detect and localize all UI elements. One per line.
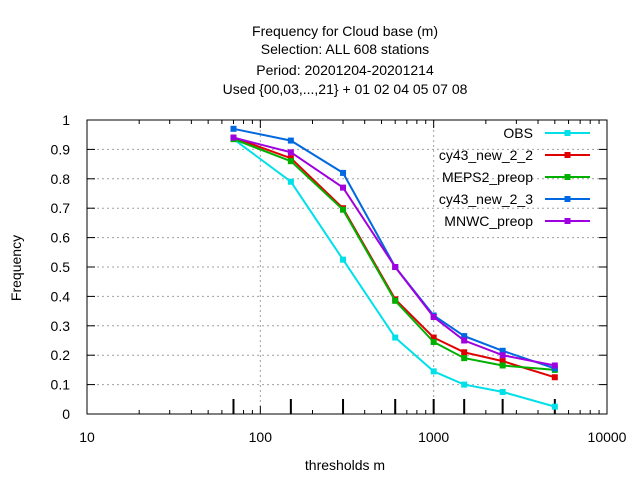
data-point xyxy=(499,358,506,365)
legend-marker xyxy=(564,218,571,224)
title-line-4: Used {00,03,...,21} + 01 02 04 05 07 08 xyxy=(223,81,468,97)
data-point xyxy=(230,134,237,141)
data-point xyxy=(461,381,468,388)
data-point xyxy=(392,334,399,341)
data-point xyxy=(499,362,506,369)
axis-tick-labels: 0 0.1 0.2 0.3 0.4 0.5 0.6 0.7 0.8 0.9 1 10 100 1000 10… xyxy=(51,112,627,445)
data-point xyxy=(499,347,506,354)
data-point xyxy=(287,137,294,144)
legend-entry-mnwc-preop: MNWC_preop xyxy=(444,213,590,229)
series-line xyxy=(233,136,556,379)
data-point xyxy=(551,362,558,369)
data-point xyxy=(287,178,294,185)
data-point xyxy=(461,355,468,362)
legend-label: cy43_new_2_2 xyxy=(439,147,533,163)
legend-entry-meps2-preop: MEPS2_preop xyxy=(442,169,590,185)
data-point xyxy=(340,206,347,213)
data-point xyxy=(287,149,294,156)
data-point xyxy=(287,158,294,165)
series-line xyxy=(232,138,556,408)
title-line-3: Period: 20201204-20201214 xyxy=(256,62,434,78)
series-layer xyxy=(230,125,558,410)
legend-label: MEPS2_preop xyxy=(442,169,533,185)
data-point xyxy=(430,334,437,341)
y-tick-label: 1 xyxy=(62,112,70,128)
legend-entry-cy43-new-2-3: cy43_new_2_3 xyxy=(439,191,590,207)
y-tick-label: 0.9 xyxy=(51,141,71,157)
y-tick-label: 0.7 xyxy=(51,200,71,216)
data-point xyxy=(392,297,399,304)
legend-entry-cy43-new-2-2: cy43_new_2_2 xyxy=(439,147,590,163)
legend-label: MNWC_preop xyxy=(444,213,533,229)
data-point xyxy=(430,338,437,345)
threshold-markers xyxy=(232,399,556,414)
chart-title: Frequency for Cloud base (m) Selection: … xyxy=(223,23,468,97)
series-line xyxy=(233,138,555,371)
y-tick-label: 0.1 xyxy=(51,377,71,393)
legend-label: cy43_new_2_3 xyxy=(439,191,533,207)
data-point xyxy=(499,352,506,359)
y-tick-label: 0.8 xyxy=(51,171,71,187)
y-tick-label: 0 xyxy=(62,406,70,422)
axis-ticks xyxy=(86,119,608,415)
x-axis-label: thresholds m xyxy=(305,457,385,473)
x-tick-label: 1000 xyxy=(418,429,449,445)
legend-marker xyxy=(564,174,571,180)
x-tick-label: 100 xyxy=(249,429,273,445)
x-tick-label: 10000 xyxy=(588,429,627,445)
y-tick-label: 0.5 xyxy=(51,259,71,275)
legend-marker xyxy=(564,152,571,158)
y-tick-label: 0.4 xyxy=(51,288,71,304)
series-mnwc-preop xyxy=(230,134,558,369)
y-axis-label: Frequency xyxy=(8,235,24,301)
data-point xyxy=(340,184,347,191)
data-point xyxy=(340,169,347,176)
data-point xyxy=(551,374,558,381)
y-tick-label: 0.2 xyxy=(51,347,71,363)
data-point xyxy=(230,125,237,132)
legend-entry-obs: OBS xyxy=(503,125,590,141)
data-point xyxy=(499,388,506,395)
series-line xyxy=(233,136,555,367)
legend: OBS cy43_new_2_2 MEPS2_preop cy43_new_2_3 MN… xyxy=(439,125,590,229)
data-point xyxy=(392,264,399,270)
data-point xyxy=(461,333,468,340)
data-point xyxy=(551,403,558,410)
y-tick-label: 0.6 xyxy=(51,230,71,246)
title-line-2: Selection: ALL 608 stations xyxy=(261,41,429,57)
data-point xyxy=(461,337,468,344)
y-tick-label: 0.3 xyxy=(51,318,71,334)
data-point xyxy=(461,349,468,356)
title-line-1: Frequency for Cloud base (m) xyxy=(252,23,438,39)
data-point xyxy=(430,313,437,320)
series-line xyxy=(233,127,556,370)
data-point xyxy=(340,256,347,263)
legend-marker xyxy=(564,196,571,202)
legend-label: OBS xyxy=(503,125,533,141)
x-tick-label: 10 xyxy=(79,429,95,445)
data-point xyxy=(430,368,437,375)
legend-marker xyxy=(564,130,571,136)
